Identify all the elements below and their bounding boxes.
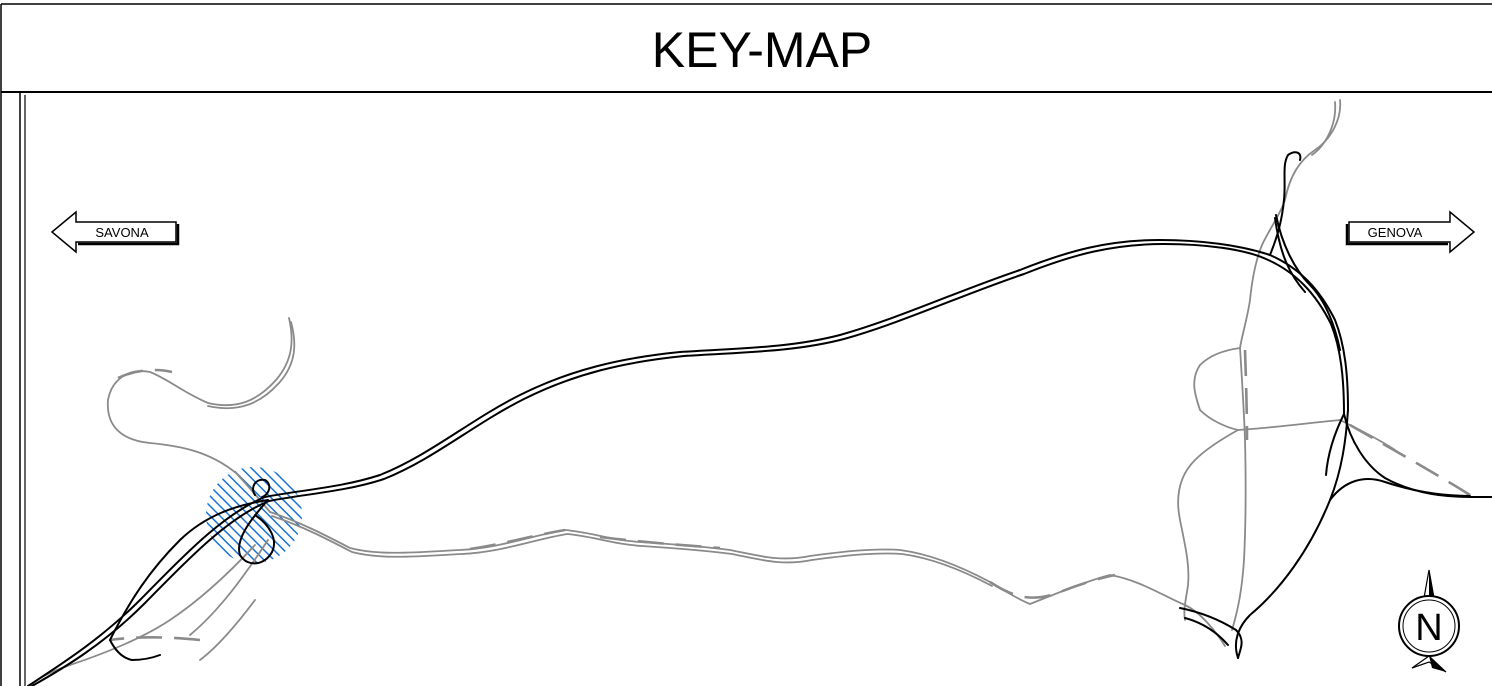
north-label: N xyxy=(1415,607,1442,649)
local-roads xyxy=(29,99,1396,686)
north-arrow-icon: N xyxy=(1398,569,1460,673)
dashed-road-segments xyxy=(109,349,1471,642)
main-highway xyxy=(27,151,1492,686)
genova-label: GENOVA xyxy=(1368,225,1423,240)
genova-direction-arrow: GENOVA xyxy=(1345,210,1476,254)
map-frame-lines xyxy=(0,3,1492,686)
savona-direction-arrow: SAVONA xyxy=(50,210,180,254)
map-title: KEY-MAP xyxy=(652,22,872,78)
savona-label: SAVONA xyxy=(95,225,149,240)
